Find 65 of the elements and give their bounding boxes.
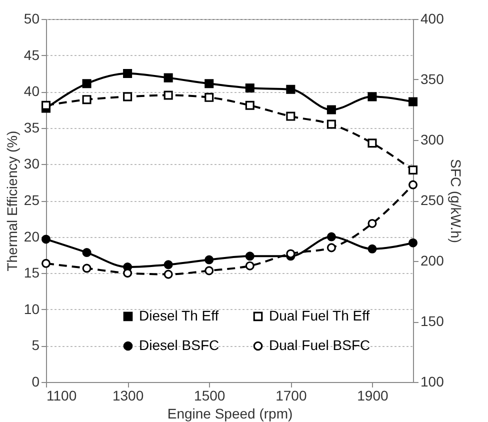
point (164, 73, 173, 82)
point (41, 100, 51, 110)
y-tick-label: 25 (24, 192, 40, 208)
point (286, 112, 296, 121)
point (123, 92, 132, 102)
point (82, 95, 92, 104)
y-tick-label: 40 (24, 83, 40, 100)
legend-label: Diesel Th Eff (139, 307, 219, 324)
x-tick-label: 1900 (357, 388, 389, 404)
point (408, 97, 418, 106)
y-tick-label: 35 (24, 119, 40, 136)
legend-label: Diesel BSFC (139, 337, 220, 353)
point (368, 244, 377, 254)
x-tick-label: 1300 (112, 388, 144, 404)
point (245, 252, 254, 261)
y2-tick-label: 300 (420, 132, 444, 148)
y2-tick-label: 350 (420, 71, 444, 87)
point (326, 243, 336, 252)
legend-label: Dual Fuel Th Eff (269, 307, 370, 324)
point (245, 100, 254, 110)
point (41, 258, 51, 268)
point (408, 180, 418, 190)
y-tick-label: 5 (32, 337, 40, 354)
y2-tick-label: 200 (420, 252, 444, 268)
point (164, 260, 173, 270)
y-tick-label: 45 (24, 46, 40, 63)
point (326, 105, 336, 114)
point (204, 92, 214, 102)
y2-tick-label: 100 (420, 374, 444, 390)
y-tick-label: 30 (24, 156, 40, 172)
x-tick-label: 1500 (194, 388, 226, 404)
point (408, 166, 418, 175)
point (408, 238, 418, 248)
y2-tick-label: 150 (420, 313, 444, 329)
point (326, 120, 336, 129)
y2-tick-label: 400 (420, 10, 444, 26)
point (204, 79, 214, 88)
point (368, 218, 377, 228)
point (368, 138, 377, 148)
point (326, 232, 336, 242)
y-tick-label: 50 (24, 10, 40, 26)
point (164, 90, 173, 100)
legend-label: Dual Fuel BSFC (269, 337, 370, 353)
point (368, 92, 377, 102)
point (82, 248, 92, 258)
point (41, 234, 51, 244)
point (204, 255, 214, 264)
y-tick-label: 15 (24, 264, 40, 281)
x-axis-title: Engine Speed (rpm) (167, 406, 293, 422)
point (204, 266, 214, 276)
x-tick-label: 1700 (276, 388, 307, 404)
point (123, 68, 132, 78)
y2-tick-label: 250 (420, 192, 444, 208)
y-tick-label: 0 (32, 374, 40, 390)
x-tick-label: 1100 (46, 388, 77, 404)
y-axis-title: Thermal Efficiency (%) (4, 130, 20, 272)
point (245, 261, 254, 270)
point (164, 270, 173, 279)
point (286, 84, 296, 94)
y-tick-label: 10 (24, 300, 40, 317)
point (82, 79, 92, 88)
y2-axis-title: SFC (g/kW.h) (448, 158, 464, 244)
y-tick-label: 20 (24, 228, 40, 244)
point (245, 83, 254, 92)
point (82, 264, 92, 273)
